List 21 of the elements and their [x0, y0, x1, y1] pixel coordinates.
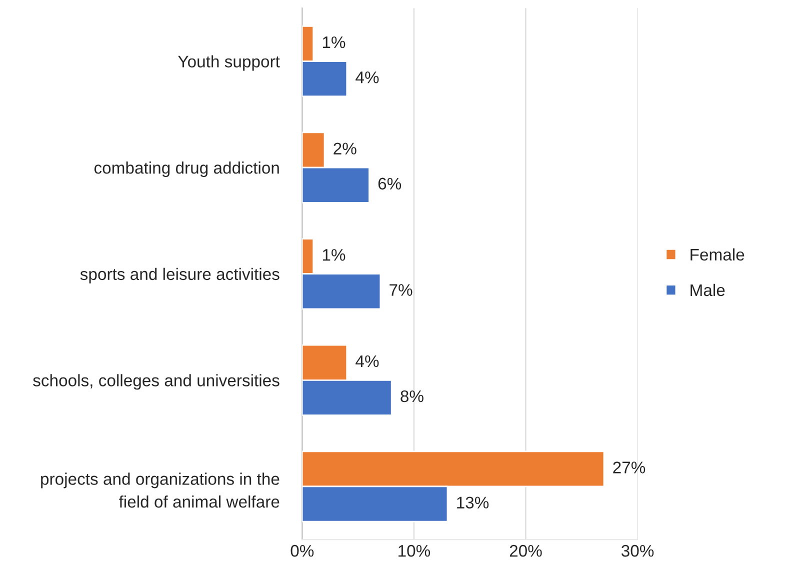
data-label: 1%	[322, 249, 346, 261]
data-label: 2%	[334, 142, 356, 154]
data-label: 4%	[356, 72, 379, 84]
x-tick-label: 10%	[398, 544, 430, 557]
legend-label: Male	[690, 284, 725, 296]
x-tick-label: 20%	[510, 544, 542, 557]
x-tick-label: 30%	[622, 544, 654, 557]
data-label: 8%	[400, 390, 424, 402]
data-label: 6%	[378, 178, 402, 190]
data-label: 13%	[457, 496, 489, 508]
data-label: 7%	[390, 284, 412, 296]
x-tick-label: 0%	[290, 544, 314, 557]
data-label: 27%	[613, 462, 646, 474]
legend-label: Female	[690, 248, 744, 261]
data-label: 4%	[356, 355, 379, 368]
y-tick-label: schools, colleges and universities	[33, 374, 280, 390]
y-tick-label: sports and leisure activities	[80, 268, 280, 284]
y-tick-label: combating drug addiction	[94, 162, 279, 178]
y-tick-label: projects and organizations in the field of animal welfare	[41, 472, 280, 508]
y-tick-label: Youth support	[178, 55, 280, 71]
data-label: 1%	[322, 36, 346, 48]
